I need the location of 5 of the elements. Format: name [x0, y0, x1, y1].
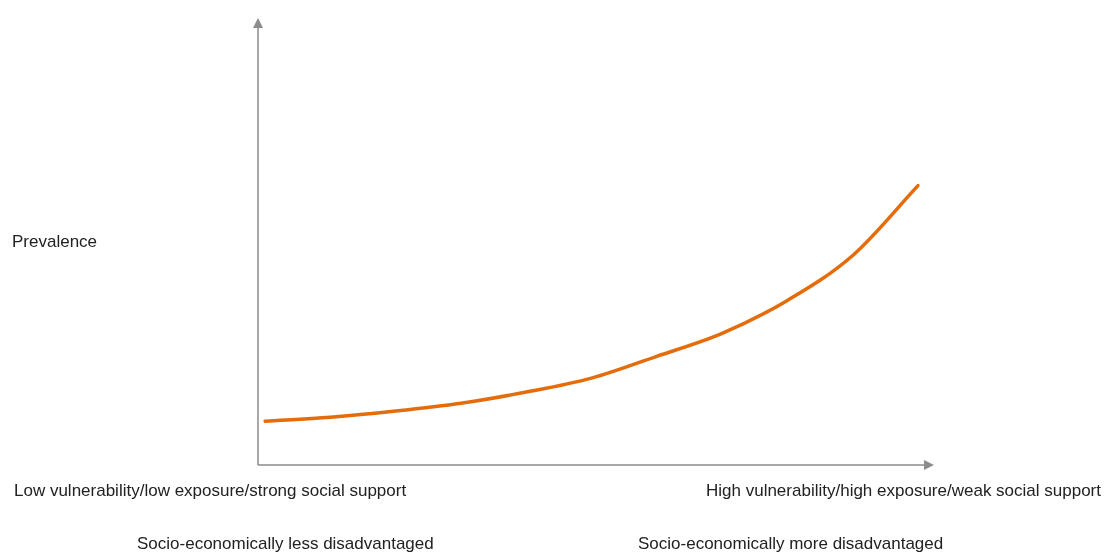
text: Socio-economically less disadvantaged [137, 534, 434, 554]
text: Socio-economically more disadvantaged [638, 534, 944, 554]
text: Prevalence [12, 232, 98, 252]
text: High vulnerability/high exposure/weak social support [706, 481, 1101, 501]
text: Low vulnerability/low exposure/strong social support [14, 481, 407, 501]
